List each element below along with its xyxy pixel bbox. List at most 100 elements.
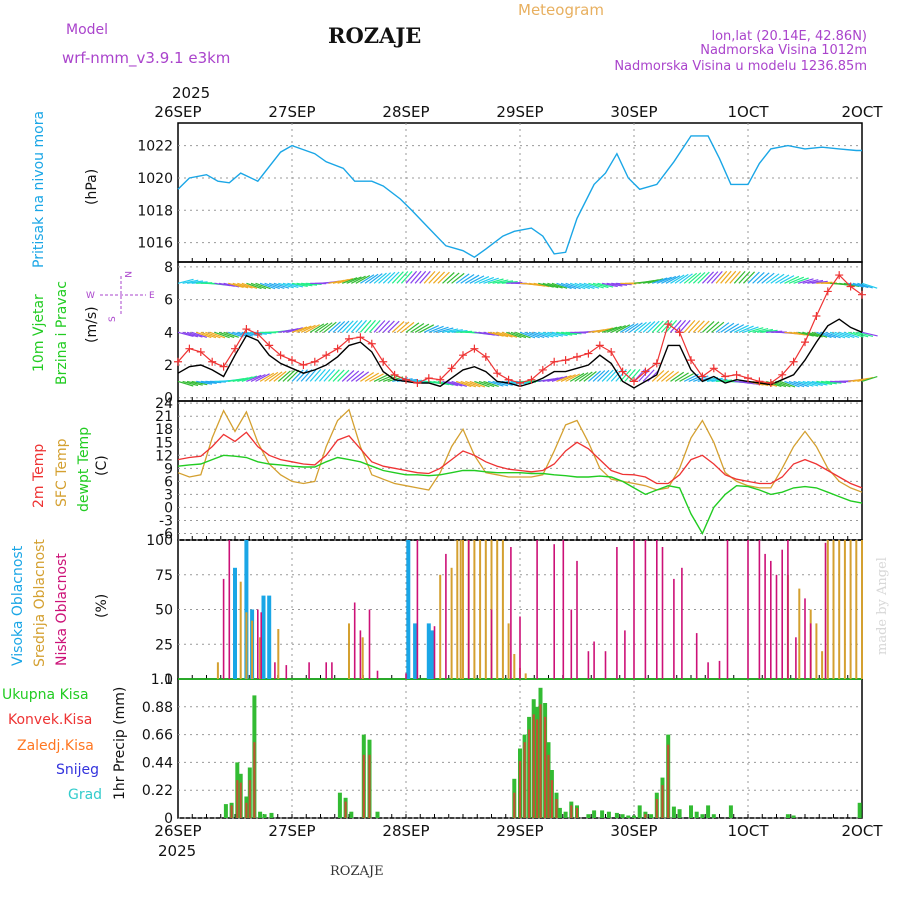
wind-arrow bbox=[829, 331, 846, 339]
wind-arrow bbox=[200, 331, 217, 339]
wind-arrow bbox=[720, 270, 732, 284]
wind-arrow bbox=[442, 272, 455, 284]
wind-arrow bbox=[255, 373, 270, 382]
cloud-low-bar bbox=[331, 662, 333, 679]
gust-marker bbox=[858, 290, 866, 299]
wind-arrow bbox=[396, 321, 410, 333]
wind-arrow bbox=[369, 319, 381, 333]
cloud-low-bar bbox=[795, 637, 797, 679]
gust-marker bbox=[561, 356, 570, 365]
wind-arrow bbox=[747, 271, 760, 284]
gust-marker bbox=[413, 379, 422, 388]
wind-arrow bbox=[332, 320, 346, 333]
xtick-label-bottom: 27SEP bbox=[268, 822, 315, 840]
panel-frame-pressure bbox=[177, 122, 863, 263]
precip-conv-bar bbox=[575, 807, 579, 818]
wind-arrow bbox=[619, 323, 635, 333]
compass-n: N bbox=[122, 271, 132, 278]
cloud-low-bar bbox=[416, 540, 419, 679]
wind-arrow bbox=[337, 369, 350, 382]
wind-arrow bbox=[538, 282, 554, 288]
precip-total-bar bbox=[785, 814, 790, 818]
wind-arrow bbox=[761, 272, 775, 284]
wind-arrow bbox=[428, 271, 441, 284]
wind-arrow bbox=[382, 320, 395, 333]
wind-arrow bbox=[464, 274, 480, 284]
wind-arrow bbox=[583, 371, 597, 382]
wind-arrow bbox=[624, 369, 636, 382]
wind-arrow bbox=[296, 282, 313, 287]
wind-arrow bbox=[328, 321, 341, 333]
cloud-low-bar bbox=[661, 547, 664, 679]
wind-arrow bbox=[688, 272, 702, 284]
footer-station: ROZAJE bbox=[330, 864, 384, 879]
wind-arrow bbox=[341, 277, 358, 284]
wind-arrow bbox=[319, 322, 333, 333]
precip-conv-bar bbox=[518, 761, 522, 818]
gust-marker bbox=[801, 338, 809, 347]
precip-conv-bar bbox=[239, 782, 242, 818]
precip-conv-bar bbox=[523, 742, 526, 818]
xtick-label-top: 28SEP bbox=[382, 103, 429, 121]
cloud-low-bar bbox=[562, 540, 565, 679]
wind-arrow bbox=[583, 282, 600, 289]
cloud-mid-bar bbox=[462, 540, 464, 679]
wind-arrow bbox=[428, 325, 444, 333]
wind-arrow bbox=[670, 371, 685, 382]
cloud-high-bar bbox=[244, 540, 249, 679]
wind-arrow bbox=[373, 272, 387, 284]
cloud-low-bar bbox=[308, 662, 310, 679]
cloud-low-bar bbox=[536, 540, 538, 679]
precip-conv-bar bbox=[536, 719, 539, 818]
gust-marker bbox=[310, 357, 319, 366]
gust-marker bbox=[766, 379, 775, 388]
wind-arrow bbox=[487, 380, 504, 387]
cloud-mid-bar bbox=[798, 588, 801, 679]
wind-arrow bbox=[857, 282, 873, 289]
cloud-low-bar bbox=[681, 567, 683, 679]
gust-marker bbox=[276, 351, 285, 360]
gust-marker bbox=[698, 372, 707, 381]
wind-arrow bbox=[601, 326, 618, 333]
ytick-label-clouds: 100 bbox=[146, 533, 173, 549]
wind-arrow bbox=[414, 323, 430, 333]
cloud-mid-bar bbox=[524, 673, 527, 679]
cloud-mid-bar bbox=[245, 612, 248, 679]
wind-arrow bbox=[282, 282, 299, 288]
wind-arrow bbox=[483, 380, 499, 387]
wind-arrow bbox=[492, 331, 509, 338]
wind-arrow bbox=[761, 329, 778, 333]
wind-arrow bbox=[729, 270, 741, 284]
gust-marker bbox=[550, 357, 559, 366]
wind-arrow bbox=[560, 374, 576, 382]
cloud-low-bar bbox=[467, 540, 470, 679]
wind-arrow bbox=[291, 282, 308, 287]
wind-arrow bbox=[351, 275, 366, 284]
cloud-mid-bar bbox=[496, 540, 499, 679]
wind-arrow bbox=[515, 331, 531, 339]
wind-arrow bbox=[802, 380, 819, 387]
wind-arrow bbox=[679, 273, 693, 284]
precip-total-bar bbox=[557, 807, 562, 818]
wind-arrow bbox=[556, 331, 573, 336]
gust-marker bbox=[231, 344, 239, 353]
cloud-high-bar bbox=[430, 630, 435, 679]
precip-conv-bar bbox=[236, 780, 239, 818]
wind-arrow bbox=[615, 324, 631, 333]
cloud-mid-bar bbox=[507, 623, 510, 679]
wind-arrow bbox=[314, 369, 326, 382]
cloud-low-bar bbox=[587, 651, 590, 679]
wind-arrow bbox=[661, 370, 675, 382]
wind-arrow bbox=[551, 375, 568, 382]
wind-arrow bbox=[857, 331, 874, 337]
wind-arrow bbox=[355, 371, 370, 382]
wind-arrow bbox=[820, 380, 837, 385]
wind-arrow bbox=[793, 380, 809, 388]
wind-arrow bbox=[747, 327, 764, 333]
wind-arrow bbox=[346, 320, 359, 333]
wind-arrow bbox=[314, 322, 329, 333]
wind-arrow bbox=[839, 331, 855, 339]
cloud-low-bar bbox=[368, 609, 371, 679]
wind-arrow bbox=[706, 377, 723, 382]
